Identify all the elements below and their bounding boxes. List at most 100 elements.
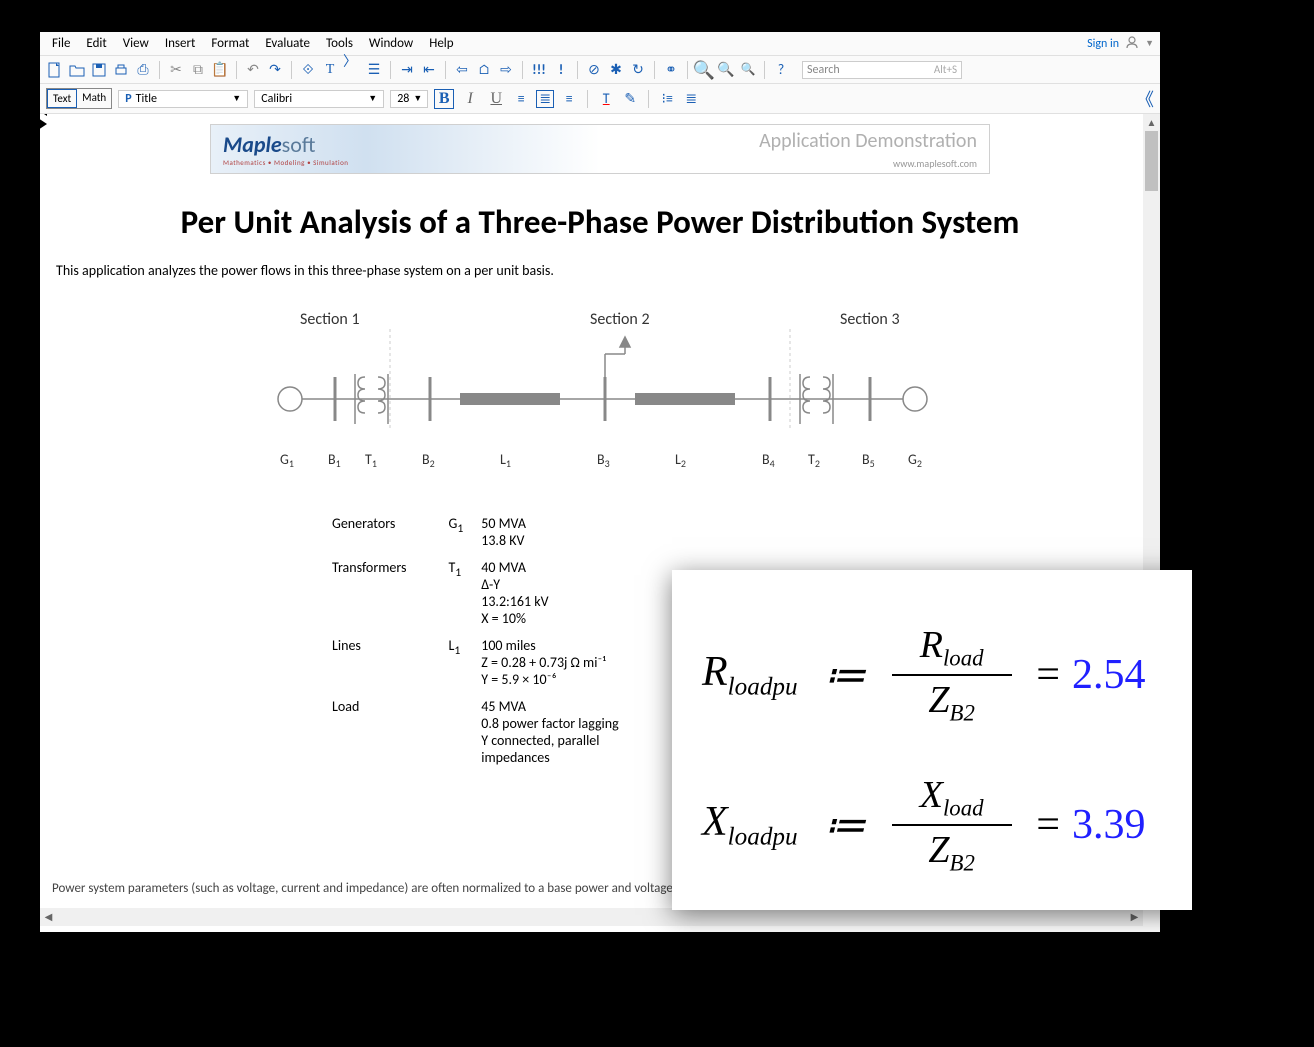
execute-all-icon[interactable]: !!! — [530, 61, 548, 79]
stop-icon[interactable]: ⊘ — [585, 61, 603, 79]
bullet-list-icon[interactable]: ⁝≡ — [658, 90, 676, 108]
svg-text:G1: G1 — [280, 451, 294, 470]
horizontal-scrollbar[interactable]: ◀ ▶ — [40, 908, 1143, 926]
scroll-thumb[interactable] — [1145, 131, 1158, 191]
menu-window[interactable]: Window — [363, 34, 419, 53]
underline-button[interactable]: U — [486, 89, 506, 109]
collapse-toolbar-icon[interactable]: 《 — [1136, 86, 1154, 112]
undo-icon[interactable]: ↶ — [244, 61, 262, 79]
print-icon[interactable] — [112, 61, 130, 79]
r-loadpu-result: 2.54 — [1072, 651, 1146, 699]
italic-button[interactable]: I — [460, 89, 480, 109]
scroll-right-icon[interactable]: ▶ — [1126, 908, 1143, 926]
mode-text-button[interactable]: Text — [47, 89, 77, 108]
dropdown-icon[interactable]: ▼ — [1145, 38, 1154, 49]
banner-url: www.maplesoft.com — [759, 157, 977, 170]
debug-icon[interactable]: ✱ — [607, 61, 625, 79]
mode-toggle[interactable]: Text Math — [46, 88, 112, 109]
user-icon[interactable] — [1125, 35, 1139, 53]
menu-view[interactable]: View — [117, 34, 155, 53]
open-icon[interactable] — [68, 61, 86, 79]
specs-row: TransformersT140 MVAΔ-Y13.2:161 kVX = 10… — [322, 555, 629, 631]
font-dropdown[interactable]: Calibri ▼ — [254, 90, 384, 108]
specs-row: GeneratorsG150 MVA13.8 KV — [322, 511, 629, 553]
zoom-out-icon[interactable]: 🔍 — [739, 61, 757, 79]
mode-math-button[interactable]: Math — [77, 89, 111, 108]
load-arrow-icon — [605, 337, 630, 377]
svg-text:B4: B4 — [762, 451, 775, 470]
redo-icon[interactable]: ↷ — [266, 61, 284, 79]
new-doc-icon[interactable] — [46, 61, 64, 79]
banner-right: Application Demonstration www.maplesoft.… — [759, 129, 977, 170]
menu-insert[interactable]: Insert — [159, 34, 202, 53]
line-l1-icon — [460, 393, 560, 405]
zoom-in-icon[interactable]: 🔍 — [695, 61, 713, 79]
insert-group-icon[interactable]: 〉_ — [343, 61, 361, 79]
link-icon[interactable]: ⚭ — [662, 61, 680, 79]
maplesoft-logo: Maplesoft Mathematics • Modeling • Simul… — [223, 131, 348, 167]
search-shortcut: Alt+S — [934, 63, 957, 76]
svg-text:B1: B1 — [328, 451, 341, 470]
help-icon[interactable]: ? — [772, 61, 790, 79]
forward-icon[interactable]: ⇨ — [497, 61, 515, 79]
svg-text:T2: T2 — [808, 451, 820, 470]
document-title: Per Unit Analysis of a Three-Phase Power… — [60, 202, 1140, 242]
menu-bar: File Edit View Insert Format Evaluate To… — [40, 32, 1160, 56]
menu-format[interactable]: Format — [205, 34, 255, 53]
align-center-icon[interactable]: ≣ — [536, 90, 554, 108]
font-color-icon[interactable]: T — [597, 90, 615, 108]
back-icon[interactable]: ⇦ — [453, 61, 471, 79]
specs-row: Load45 MVA0.8 power factor laggingY conn… — [322, 694, 629, 770]
section-3-label: Section 3 — [840, 310, 900, 329]
size-dropdown[interactable]: 28 ▼ — [390, 90, 428, 108]
highlight-icon[interactable]: ✎ — [621, 90, 639, 108]
svg-text:B5: B5 — [862, 451, 875, 470]
restart-icon[interactable]: ↻ — [629, 61, 647, 79]
insert-text-icon[interactable]: T — [321, 61, 339, 79]
component-labels: G1 B1 T1 B2 L1 B3 L2 B4 T2 B5 G2 — [280, 451, 922, 470]
section-2-label: Section 2 — [590, 310, 650, 329]
paste-icon[interactable]: 📋 — [211, 61, 229, 79]
generator-g1-icon — [278, 387, 302, 411]
align-left-icon[interactable]: ≡ — [512, 90, 530, 108]
line-l2-icon — [635, 393, 735, 405]
svg-text:L1: L1 — [500, 451, 511, 470]
document-intro: This application analyzes the power flow… — [56, 262, 1144, 279]
align-right-icon[interactable]: ≡ — [560, 90, 578, 108]
svg-text:B2: B2 — [422, 451, 435, 470]
number-list-icon[interactable]: ≣ — [682, 90, 700, 108]
main-toolbar: ⎙ ✂ ⧉ 📋 ↶ ↷ ⟐ T 〉_ ☰ ⇥ ⇤ ⇦ ⌂ ⇨ !!! ! ⊘ ✱… — [40, 56, 1160, 84]
search-placeholder: Search — [807, 63, 840, 77]
search-input[interactable]: Search Alt+S — [802, 61, 962, 79]
home-icon[interactable]: ⌂ — [475, 61, 493, 79]
menu-file[interactable]: File — [46, 34, 76, 53]
formula-x-loadpu: Xloadpu ≔ Xload ZB2 = 3.39 — [702, 750, 1162, 900]
indent-icon[interactable]: ⇥ — [398, 61, 416, 79]
scroll-left-icon[interactable]: ◀ — [40, 908, 57, 926]
outdent-icon[interactable]: ⇤ — [420, 61, 438, 79]
style-value: Title — [136, 92, 157, 106]
svg-text:T1: T1 — [365, 451, 377, 470]
specs-table: GeneratorsG150 MVA13.8 KVTransformersT14… — [320, 509, 631, 772]
save-icon[interactable] — [90, 61, 108, 79]
menu-help[interactable]: Help — [423, 34, 459, 53]
demo-label: Application Demonstration — [759, 129, 977, 153]
menu-edit[interactable]: Edit — [80, 34, 112, 53]
svg-text:G2: G2 — [908, 451, 922, 470]
signin-area: Sign in ▼ — [1087, 35, 1154, 53]
font-value: Calibri — [261, 92, 292, 106]
style-dropdown[interactable]: P Title ▼ — [118, 90, 248, 108]
menu-items: File Edit View Insert Format Evaluate To… — [46, 34, 460, 53]
signin-link[interactable]: Sign in — [1087, 37, 1119, 51]
cut-icon[interactable]: ✂ — [167, 61, 185, 79]
insert-section-icon[interactable]: ☰ — [365, 61, 383, 79]
execute-icon[interactable]: ! — [552, 61, 570, 79]
copy-icon[interactable]: ⧉ — [189, 61, 207, 79]
menu-evaluate[interactable]: Evaluate — [259, 34, 316, 53]
zoom-100-icon[interactable]: 🔍 — [717, 61, 735, 79]
bold-button[interactable]: B — [434, 89, 454, 109]
insert-math-icon[interactable]: ⟐ — [299, 61, 317, 79]
scroll-up-icon[interactable]: ▲ — [1143, 114, 1160, 131]
formula-r-loadpu: Rloadpu ≔ Rload ZB2 = 2.54 — [702, 600, 1162, 750]
print-preview-icon[interactable]: ⎙ — [134, 61, 152, 79]
